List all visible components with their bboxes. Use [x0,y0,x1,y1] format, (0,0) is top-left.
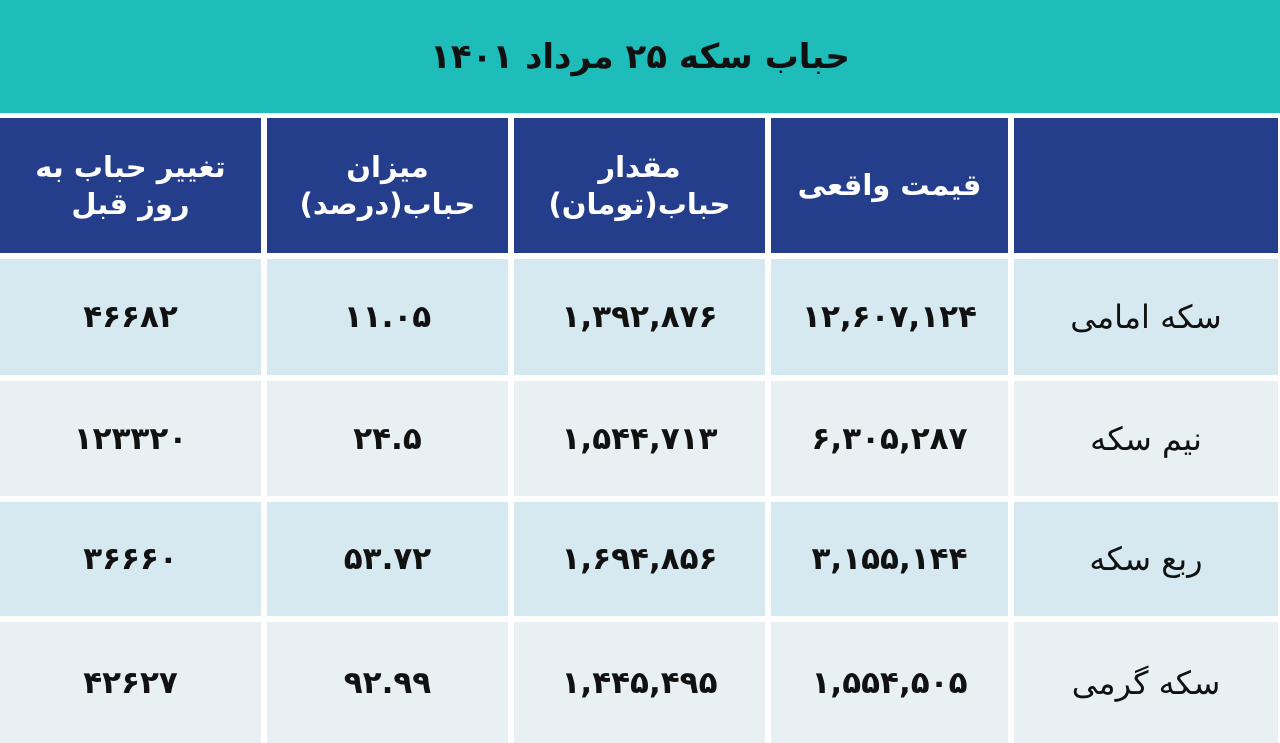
cell-coin-label: سکه امامی [1014,259,1278,375]
header-coin [1014,118,1278,253]
cell-real-price: ۱۲,۶۰۷,۱۲۴ [771,259,1008,375]
cell-change: ۴۲۶۲۷ [0,622,261,743]
coin-bubble-table: تغییر حباب به روز قبل میزان حباب(درصد) م… [0,118,1278,743]
cell-real-price: ۶,۳۰۵,۲۸۷ [771,381,1008,496]
cell-bubble-amount: ۱,۴۴۵,۴۹۵ [514,622,765,743]
cell-real-price: ۱,۵۵۴,۵۰۵ [771,622,1008,743]
header-bubble-amount: مقدار حباب(تومان) [514,118,765,253]
cell-change: ۴۶۶۸۲ [0,259,261,375]
cell-bubble-percent: ۹۲.۹۹ [267,622,508,743]
cell-change: ۱۲۳۳۲۰ [0,381,261,496]
cell-bubble-amount: ۱,۵۴۴,۷۱۳ [514,381,765,496]
cell-bubble-amount: ۱,۳۹۲,۸۷۶ [514,259,765,375]
title-bar: حباب سکه ۲۵ مرداد ۱۴۰۱ [0,0,1280,113]
header-bubble-percent: میزان حباب(درصد) [267,118,508,253]
cell-real-price: ۳,۱۵۵,۱۴۴ [771,502,1008,616]
header-change: تغییر حباب به روز قبل [0,118,261,253]
cell-bubble-percent: ۵۳.۷۲ [267,502,508,616]
cell-coin-label: نیم سکه [1014,381,1278,496]
cell-bubble-amount: ۱,۶۹۴,۸۵۶ [514,502,765,616]
header-real-price: قیمت واقعی [771,118,1008,253]
cell-bubble-percent: ۱۱.۰۵ [267,259,508,375]
cell-change: ۳۶۶۶۰ [0,502,261,616]
cell-coin-label: ربع سکه [1014,502,1278,616]
cell-bubble-percent: ۲۴.۵ [267,381,508,496]
cell-coin-label: سکه گرمی [1014,622,1278,743]
page-title: حباب سکه ۲۵ مرداد ۱۴۰۱ [430,36,850,77]
